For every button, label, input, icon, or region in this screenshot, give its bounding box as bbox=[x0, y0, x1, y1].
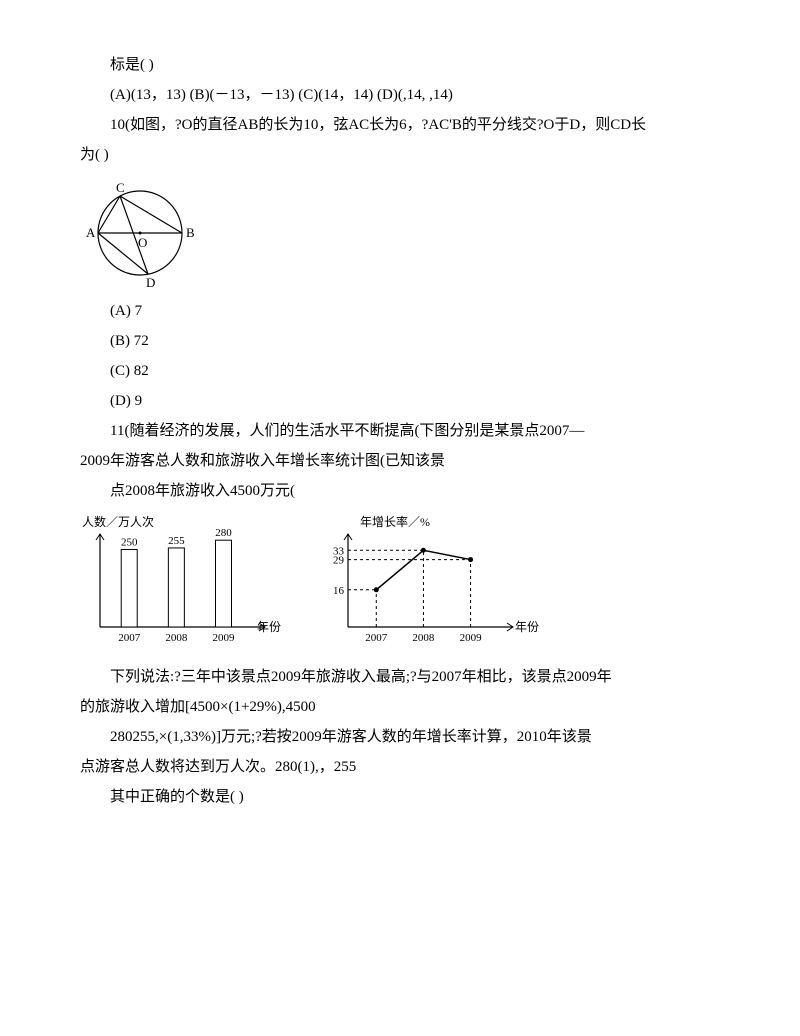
svg-text:年份: 年份 bbox=[257, 620, 281, 634]
svg-text:年增长率／%: 年增长率／% bbox=[360, 514, 430, 529]
svg-text:B: B bbox=[186, 225, 195, 240]
q9-opening: 标是( ) bbox=[80, 50, 720, 80]
svg-text:D: D bbox=[146, 275, 155, 288]
svg-text:O: O bbox=[138, 235, 147, 250]
svg-text:33: 33 bbox=[333, 545, 345, 557]
svg-text:C: C bbox=[116, 180, 125, 195]
q11-charts: 人数／万人次年份 250 2007 255 2008 280 2009 年增长率／% 年份 16… bbox=[80, 512, 720, 652]
q11-line2: 2009年游客总人数和旅游收入年增长率统计图(已知该景 bbox=[80, 446, 720, 476]
q11-line8: 其中正确的个数是( ) bbox=[80, 782, 720, 812]
q11-line6: 280255,×(1,33%)]万元;?若按2009年游客人数的年增长率计算，2… bbox=[80, 722, 720, 752]
q11-line4: 下列说法:?三年中该景点2009年旅游收入最高;?与2007年相比，该景点200… bbox=[80, 662, 720, 692]
q10-diagram-svg: A B C D O bbox=[80, 178, 200, 288]
svg-text:2009: 2009 bbox=[213, 632, 236, 644]
svg-text:2007: 2007 bbox=[118, 632, 141, 644]
svg-text:2008: 2008 bbox=[165, 632, 188, 644]
q10-optB: (B) 72 bbox=[80, 326, 720, 356]
q11-line5: 的旅游收入增加[4500×(1+29%),4500 bbox=[80, 692, 720, 722]
q10-optC: (C) 82 bbox=[80, 356, 720, 386]
svg-text:A: A bbox=[86, 225, 96, 240]
q11-line7: 点游客总人数将达到万人次。280(1),，255 bbox=[80, 752, 720, 782]
svg-text:2007: 2007 bbox=[365, 632, 388, 644]
svg-text:年份: 年份 bbox=[515, 620, 539, 634]
svg-text:16: 16 bbox=[333, 585, 345, 597]
q11-line3: 点2008年旅游收入4500万元( bbox=[80, 476, 720, 506]
svg-text:280: 280 bbox=[215, 527, 232, 539]
document-page: 标是( ) (A)(13，13) (B)(－13，－13) (C)(14，14)… bbox=[0, 0, 800, 852]
svg-text:2008: 2008 bbox=[412, 632, 435, 644]
q11-line-chart: 年增长率／%年份162933200720082009 bbox=[320, 512, 540, 652]
svg-text:2009: 2009 bbox=[460, 632, 483, 644]
q9-options: (A)(13，13) (B)(－13，－13) (C)(14，14) (D)(,… bbox=[80, 80, 720, 110]
q10-line1: 10(如图，?O的直径AB的长为10，弦AC长为6，?AC'B的平分线交?O于D… bbox=[80, 110, 720, 140]
q10-optD: (D) 9 bbox=[80, 386, 720, 416]
svg-text:人数／万人次: 人数／万人次 bbox=[82, 514, 154, 529]
q10-optA: (A) 7 bbox=[80, 296, 720, 326]
q10-line2: 为( ) bbox=[80, 140, 720, 170]
q11-bar-chart: 人数／万人次年份 250 2007 255 2008 280 2009 bbox=[80, 512, 290, 652]
q10-figure: A B C D O bbox=[80, 178, 720, 288]
svg-text:255: 255 bbox=[168, 535, 185, 547]
q11-line1: 11(随着经济的发展，人们的生活水平不断提高(下图分别是某景点2007— bbox=[80, 416, 720, 446]
svg-text:250: 250 bbox=[121, 537, 138, 549]
